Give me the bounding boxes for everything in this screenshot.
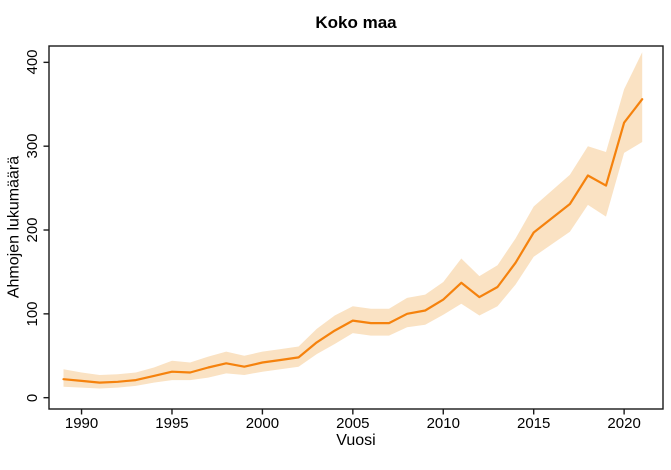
y-tick-label: 100 [24, 301, 41, 327]
plot-border [48, 45, 664, 410]
y-tick-label: 200 [24, 217, 41, 243]
x-tick-label: 2005 [336, 415, 370, 432]
x-tick-label: 1990 [64, 415, 99, 432]
estimate-line-group [62, 98, 644, 384]
y-tick-label: 0 [24, 393, 41, 402]
y-axis-title-text: Ahmojen lukumäärä [5, 155, 23, 299]
axis-ticks-group [43, 61, 625, 415]
y-tick-label: 400 [24, 49, 41, 75]
y-tick-label: 300 [24, 133, 41, 159]
x-tick-label: 2010 [426, 415, 460, 432]
confidence-band [63, 52, 643, 389]
x-axis-title: Vuosi [336, 432, 376, 449]
x-tick-label: 2015 [517, 415, 551, 432]
estimate-line [62, 98, 644, 384]
confidence-band-group [63, 52, 643, 389]
x-tick-label: 2000 [245, 415, 280, 432]
x-tick-label: 1995 [155, 415, 189, 432]
chart-title: Koko maa [315, 13, 397, 32]
x-tick-label: 2020 [607, 415, 641, 432]
